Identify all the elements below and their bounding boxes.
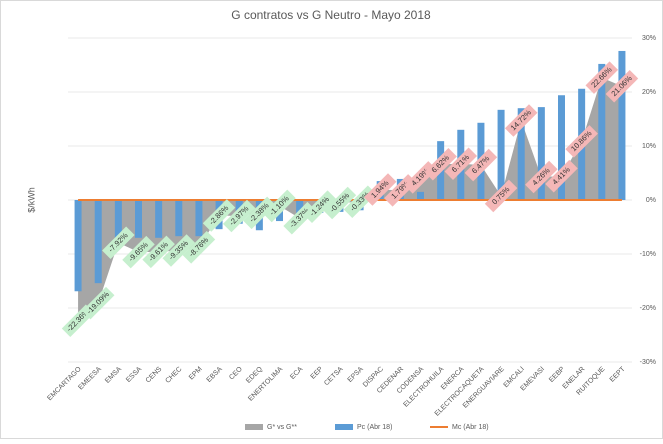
data-label-bg	[81, 286, 115, 320]
bar	[195, 200, 203, 237]
y2-tick-label: -10%	[640, 251, 656, 258]
y2-tick-label: 30%	[642, 35, 656, 42]
legend-swatch	[335, 424, 353, 430]
chart-title: G contratos vs G Neutro - Mayo 2018	[231, 8, 431, 22]
bar	[74, 200, 82, 292]
data-label-bg	[162, 234, 196, 267]
data-label-bg	[585, 61, 619, 94]
data-label-bg	[525, 160, 558, 194]
y2-tick-label: 10%	[642, 143, 656, 150]
bar	[94, 200, 102, 284]
legend-label: Mc (Abr 18)	[452, 424, 489, 431]
data-label-bg	[464, 148, 498, 182]
bar	[155, 200, 163, 238]
y2-tick-label: -20%	[640, 305, 656, 312]
data-label-bg	[323, 186, 357, 220]
data-label-bg	[303, 190, 337, 223]
data-label-bg	[202, 199, 236, 232]
bar	[618, 50, 626, 201]
data-label-bg	[263, 189, 296, 223]
y2-tick-label: 20%	[642, 89, 656, 96]
data-label-bg	[122, 235, 155, 269]
bar	[517, 108, 525, 200]
bar	[296, 200, 304, 216]
legend-swatch	[245, 424, 263, 430]
legend-label: Pc (Abr 18)	[357, 424, 392, 431]
data-label-bg	[424, 147, 457, 181]
data-label-bg	[545, 159, 578, 193]
y2-tick-label: -30%	[640, 359, 656, 366]
bar	[417, 191, 424, 200]
bar	[598, 63, 606, 200]
bar	[558, 95, 565, 200]
bar	[537, 107, 545, 200]
data-label-bg	[565, 125, 598, 158]
data-label-bg	[243, 196, 276, 230]
bar	[135, 200, 142, 238]
bar	[114, 200, 122, 243]
data-label-bg	[182, 231, 216, 264]
data-label-bg	[283, 201, 316, 235]
data-label-bg	[504, 104, 538, 137]
bar	[497, 109, 505, 200]
data-label-bg	[605, 70, 639, 103]
bar	[175, 200, 183, 237]
data-label-bg	[444, 147, 478, 181]
y-axis-label: $/kWh	[26, 187, 36, 213]
data-label-bg	[222, 199, 256, 233]
y2-tick-label: 0%	[646, 197, 656, 204]
data-label-bg	[484, 179, 518, 213]
data-label-bg	[363, 173, 397, 206]
data-label-bg	[142, 235, 175, 269]
data-label-bg	[102, 226, 135, 260]
legend-label: G* vs G**	[267, 424, 297, 431]
